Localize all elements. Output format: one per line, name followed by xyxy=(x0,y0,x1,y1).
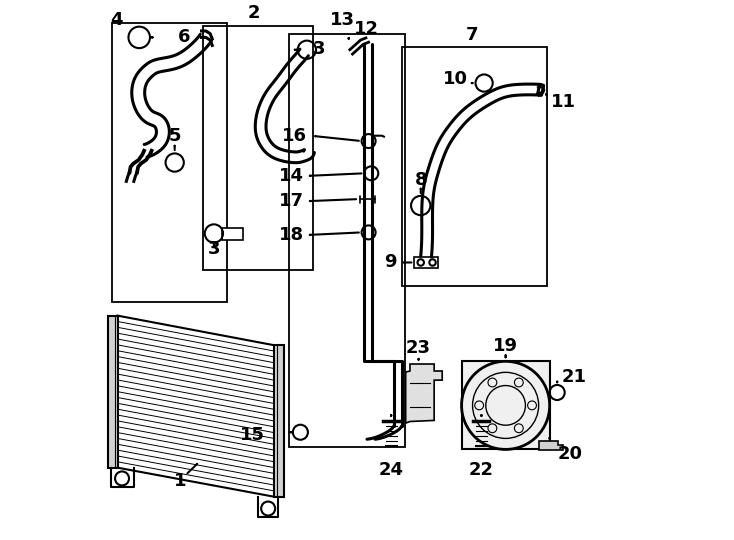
Text: 18: 18 xyxy=(278,226,304,244)
Bar xyxy=(222,228,244,240)
Text: 3: 3 xyxy=(313,39,326,58)
Text: 3: 3 xyxy=(208,240,220,258)
Text: 20: 20 xyxy=(558,445,583,463)
Text: 4: 4 xyxy=(110,11,123,29)
Text: 2: 2 xyxy=(248,4,261,22)
Text: 1: 1 xyxy=(174,471,186,490)
Text: 16: 16 xyxy=(282,127,307,145)
Text: 14: 14 xyxy=(279,167,304,185)
Bar xyxy=(402,47,547,286)
Bar xyxy=(112,23,228,302)
Text: 9: 9 xyxy=(384,253,396,272)
Text: 8: 8 xyxy=(415,171,427,189)
Text: 10: 10 xyxy=(443,70,468,88)
Text: 15: 15 xyxy=(240,426,265,444)
Polygon shape xyxy=(406,364,442,423)
Polygon shape xyxy=(108,316,117,468)
Text: 17: 17 xyxy=(279,192,304,210)
Polygon shape xyxy=(274,345,284,497)
Polygon shape xyxy=(539,441,563,450)
Text: 12: 12 xyxy=(354,21,379,38)
Text: 22: 22 xyxy=(469,461,494,479)
Bar xyxy=(289,33,404,447)
Text: 7: 7 xyxy=(465,26,478,44)
Text: 11: 11 xyxy=(550,93,575,111)
Bar xyxy=(462,361,550,449)
Bar xyxy=(203,25,313,270)
Text: 23: 23 xyxy=(406,339,431,357)
Text: 21: 21 xyxy=(562,368,586,387)
Text: 6: 6 xyxy=(178,29,190,46)
Text: 5: 5 xyxy=(168,127,181,145)
Polygon shape xyxy=(117,316,274,497)
Text: 19: 19 xyxy=(493,338,518,355)
Text: 13: 13 xyxy=(330,11,355,29)
Text: 24: 24 xyxy=(379,461,404,479)
Bar xyxy=(414,256,438,268)
